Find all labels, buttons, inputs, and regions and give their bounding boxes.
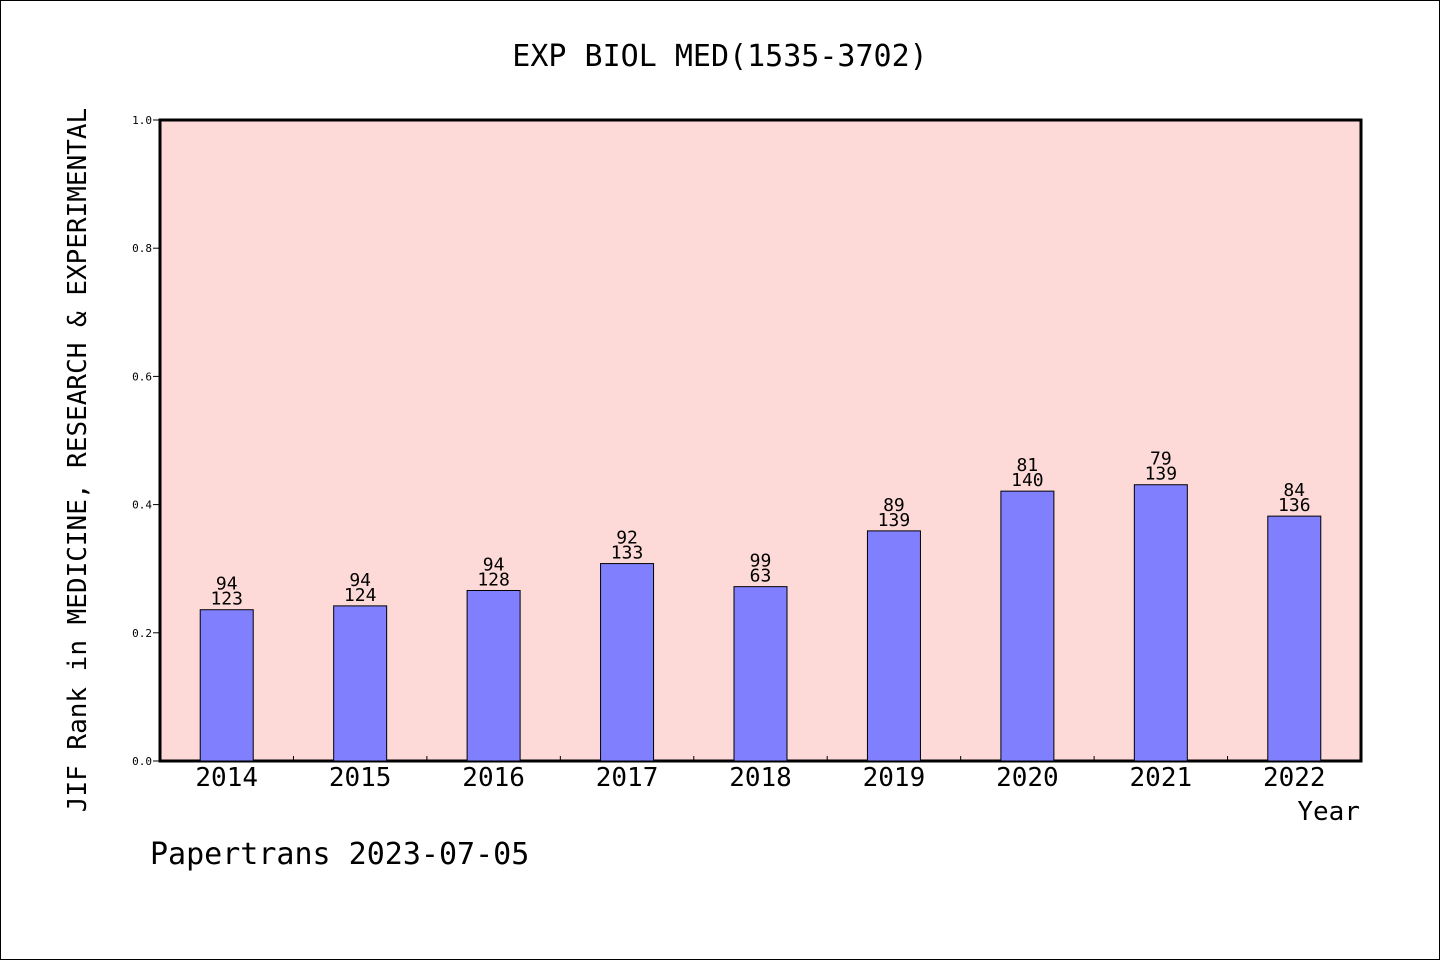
- y-axis: 0.0 0.2 0.4 0.6 0.8 1.0: [132, 114, 160, 768]
- bar: [333, 605, 388, 762]
- bar-rank-label: 81: [1017, 455, 1039, 476]
- bar-rank-label: 79: [1150, 449, 1172, 470]
- bar: [866, 530, 921, 762]
- y-tick-label: 0.2: [132, 627, 152, 640]
- bar-rank-label: 94: [483, 554, 505, 575]
- bar-total-label: 139: [1145, 464, 1178, 485]
- bar: [733, 586, 788, 762]
- footer-credit: Papertrans 2023-07-05: [150, 837, 529, 872]
- bar-rank-label: 92: [616, 528, 638, 549]
- x-tick-label: 2017: [596, 763, 659, 793]
- x-tick-label: 2022: [1263, 763, 1326, 793]
- bar-rank-label: 99: [750, 551, 772, 572]
- bar: [600, 563, 655, 762]
- x-tick-label: 2014: [195, 763, 258, 793]
- bar: [1267, 515, 1322, 762]
- chart-title: EXP BIOL MED(1535-3702): [512, 39, 927, 74]
- bar: [199, 609, 254, 762]
- y-tick-label: 0.4: [132, 499, 152, 512]
- bar: [1133, 484, 1188, 762]
- x-tick-label: 2019: [863, 763, 926, 793]
- bar-total-label: 133: [611, 543, 644, 564]
- bar-total-label: 139: [878, 510, 911, 531]
- bar-total-label: 140: [1011, 470, 1044, 491]
- bar-rank-label: 84: [1283, 480, 1305, 501]
- bar-rank-label: 94: [349, 570, 371, 591]
- bar: [466, 589, 521, 762]
- bar-rank-label: 89: [883, 495, 905, 516]
- y-tick-label: 1.0: [132, 114, 152, 127]
- bar-total-label: 63: [750, 566, 772, 587]
- bar-total-label: 123: [210, 589, 243, 610]
- bar: [1000, 490, 1055, 762]
- x-tick-label: 2016: [462, 763, 525, 793]
- x-tick-label: 2015: [329, 763, 392, 793]
- y-tick-label: 0.0: [132, 755, 152, 768]
- x-tick-label: 2021: [1130, 763, 1193, 793]
- y-tick-label: 0.6: [132, 370, 152, 383]
- bar-total-label: 124: [344, 585, 377, 606]
- y-tick-label: 0.8: [132, 242, 152, 255]
- bar-rank-label: 94: [216, 574, 238, 595]
- bar-total-label: 136: [1278, 495, 1311, 516]
- x-tick-label: 2020: [996, 763, 1059, 793]
- x-axis-label: Year: [1297, 797, 1360, 827]
- bar-total-label: 128: [477, 569, 510, 590]
- y-axis-label: JIF Rank in MEDICINE, RESEARCH & EXPERIM…: [63, 108, 93, 812]
- x-axis: 2014 2015 2016 2017 2018 2019 2020 2021 2022: [195, 756, 1326, 793]
- x-tick-label: 2018: [729, 763, 792, 793]
